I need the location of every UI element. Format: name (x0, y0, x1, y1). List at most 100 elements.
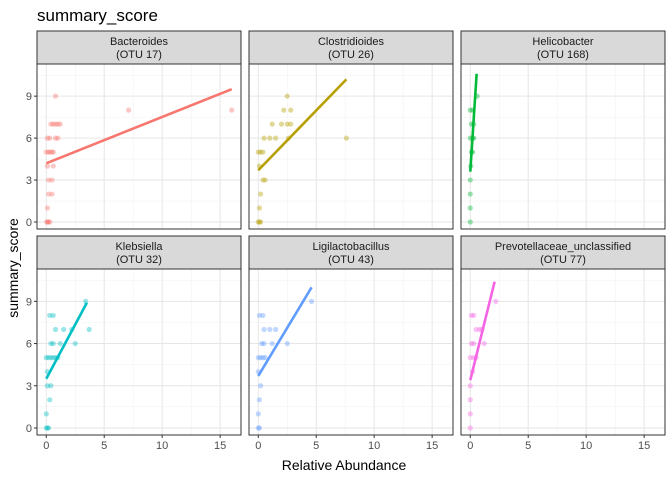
data-point (83, 298, 89, 304)
trend-line (45, 87, 233, 165)
data-point (48, 121, 54, 127)
panel-border (460, 63, 666, 230)
data-point (48, 340, 54, 347)
facet-strip-sublabel: (OTU 17) (116, 49, 162, 61)
x-tick-label: 0 (43, 440, 49, 452)
data-point (273, 135, 279, 141)
data-point (45, 149, 52, 155)
data-point (267, 135, 273, 141)
facet-strip-label: Klebsiella (115, 241, 163, 253)
data-point (278, 121, 285, 127)
data-point (260, 355, 266, 361)
facet-panels: Bacteroides(OTU 17)0369Clostridioides(OT… (26, 30, 666, 452)
data-point (284, 340, 290, 347)
data-point (261, 326, 267, 333)
y-tick-label: 9 (26, 91, 32, 103)
data-point (468, 312, 475, 319)
data-point (86, 326, 92, 333)
data-point (467, 355, 473, 361)
data-point (47, 135, 53, 141)
trend-line (257, 286, 313, 377)
data-point (255, 149, 261, 155)
data-point (256, 205, 263, 211)
x-tick-label: 15 (638, 440, 650, 452)
y-tick-label: 0 (26, 423, 32, 435)
data-point (229, 107, 235, 113)
data-point (255, 219, 261, 225)
facet-panel: Ligilactobacillus(OTU 43) 0 5 10 15 (248, 235, 454, 452)
data-point (256, 425, 263, 431)
trend-line (468, 73, 478, 172)
data-point (47, 312, 53, 319)
data-point (260, 312, 266, 319)
data-point (50, 163, 56, 169)
data-point (44, 219, 50, 225)
data-point (44, 425, 51, 431)
data-point (256, 312, 263, 319)
data-point (262, 177, 268, 183)
data-point (269, 340, 275, 347)
x-tick-label: 5 (313, 440, 319, 452)
y-tick-label: 6 (26, 339, 32, 351)
data-point (57, 340, 63, 347)
data-point (256, 219, 263, 225)
data-point (468, 340, 475, 347)
data-point (493, 298, 499, 304)
facet-strip (460, 30, 666, 65)
trend-line (257, 78, 348, 172)
data-point (48, 383, 54, 389)
data-point (481, 340, 487, 347)
y-tick-label: 3 (26, 381, 32, 393)
data-point (255, 411, 261, 417)
data-point (125, 107, 132, 113)
panel-border (460, 268, 666, 436)
x-tick-label: 10 (368, 440, 380, 452)
data-point (47, 397, 53, 403)
data-point (45, 177, 52, 183)
data-point (467, 219, 473, 225)
data-point (308, 298, 315, 304)
data-point (45, 219, 52, 225)
data-point (255, 355, 261, 361)
data-point (44, 205, 51, 211)
data-point (473, 326, 479, 333)
data-point (43, 355, 49, 361)
data-point (52, 326, 59, 333)
plot-area (249, 269, 453, 435)
data-point (467, 107, 473, 113)
y-tick-label: 3 (26, 175, 32, 187)
data-point (50, 340, 56, 347)
data-point (261, 135, 267, 141)
plot-area (37, 64, 241, 229)
data-point (284, 93, 290, 99)
data-point (467, 411, 473, 417)
data-point (257, 191, 264, 197)
panel-border (36, 268, 242, 436)
panel-border (248, 268, 454, 436)
panel-border (36, 63, 242, 230)
data-point (467, 205, 473, 211)
data-point (52, 121, 59, 127)
data-point (72, 340, 78, 347)
data-point (262, 355, 268, 361)
facet-strip (248, 30, 454, 65)
data-point (257, 219, 264, 225)
x-axis-title: Relative Abundance (282, 457, 407, 473)
data-point (471, 312, 477, 319)
facet-panel: Helicobacter(OTU 168) (460, 30, 666, 230)
data-point (476, 326, 483, 333)
data-point (260, 149, 266, 155)
facet-panel: Prevotellaceae_unclassified(OTU 77) 0 5 10 1… (460, 235, 666, 452)
y-tick-label: 0 (26, 217, 32, 229)
facet-panel: Bacteroides(OTU 17) 0 3 6 9 (26, 30, 242, 230)
facet-strip-label: Clostridioides (318, 36, 385, 48)
facet-strip-label: Ligilactobacillus (312, 241, 390, 253)
data-point (261, 340, 267, 347)
facet-panel: Clostridioides(OTU 26) (248, 30, 454, 230)
x-tick-label: 10 (156, 440, 168, 452)
plot-area (461, 269, 665, 435)
x-tick-label: 0 (467, 440, 473, 452)
data-point (471, 340, 477, 347)
plot-area (37, 269, 241, 435)
facet-strip-sublabel: (OTU 26) (328, 49, 374, 61)
